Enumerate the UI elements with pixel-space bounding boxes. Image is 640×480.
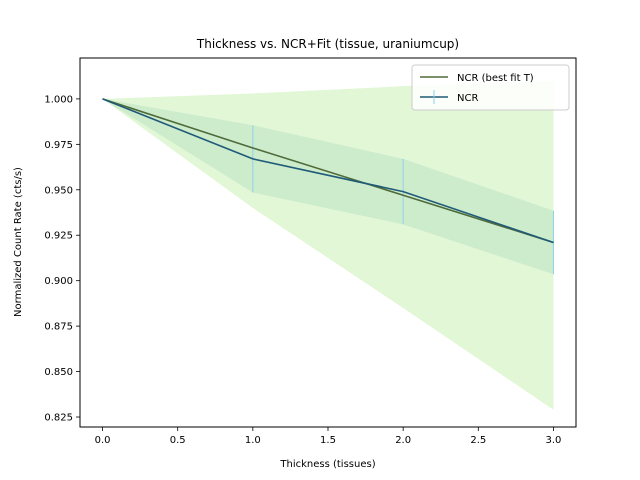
x-tick-label: 1.0	[245, 435, 261, 446]
x-tick-label: 0.5	[170, 435, 186, 446]
x-tick-label: 2.5	[470, 435, 486, 446]
y-tick-label: 0.975	[44, 140, 73, 151]
y-tick-label: 0.925	[44, 231, 73, 242]
series-lines	[102, 98, 554, 244]
x-tick-label: 2.0	[395, 435, 411, 446]
y-axis-label: Normalized Count Rate (cts/s)	[13, 167, 24, 317]
fit-uncertainty-band	[102, 80, 554, 410]
legend-box	[411, 64, 570, 111]
x-axis-label: Thickness (tissues)	[279, 459, 375, 470]
x-axis-ticks: 0.0 0.5 1.0 1.5 2.0 2.5 3.0	[95, 427, 562, 446]
confidence-bands	[102, 80, 554, 410]
y-tick-label: 0.875	[44, 322, 73, 333]
y-tick-label: 0.950	[44, 185, 73, 196]
legend-label-ncr: NCR	[457, 93, 478, 104]
y-tick-label: 1.000	[44, 94, 73, 105]
y-tick-label: 0.825	[44, 413, 73, 424]
y-tick-label: 0.850	[44, 367, 73, 378]
legend-label-fit: NCR (best fit T)	[457, 73, 534, 84]
x-tick-label: 1.5	[320, 435, 336, 446]
x-tick-label: 3.0	[546, 435, 562, 446]
x-tick-label: 0.0	[95, 435, 111, 446]
fit-line	[102, 98, 554, 244]
ncr-line	[102, 98, 554, 244]
chart-title: Thickness vs. NCR+Fit (tissue, uraniumcu…	[196, 37, 459, 51]
y-axis-ticks: 0.825 0.850 0.875 0.900 0.925 0.950 0.975 1.000	[44, 94, 80, 424]
y-tick-label: 0.900	[44, 276, 73, 287]
ncr-error-band	[102, 98, 554, 275]
legend: NCR (best fit T) NCR	[411, 64, 570, 111]
